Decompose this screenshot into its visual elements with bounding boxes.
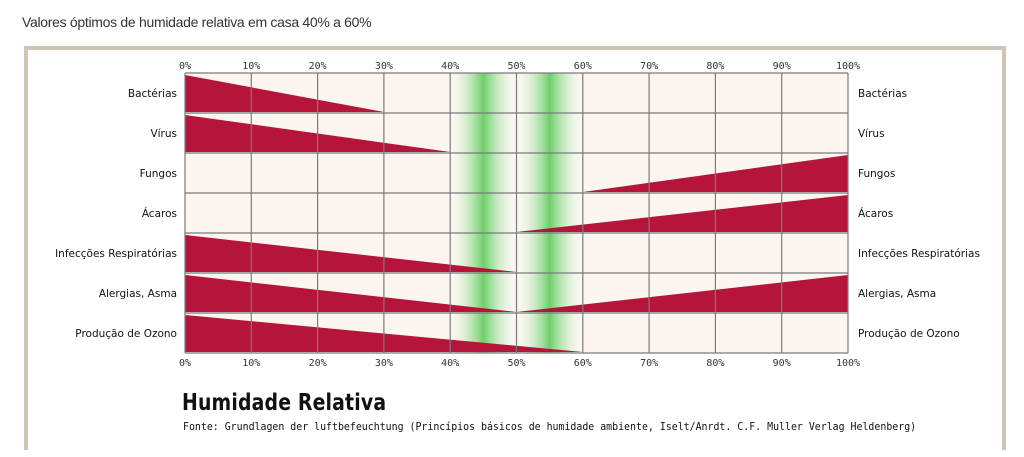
risk-wedge-4 [516, 195, 848, 232]
source-note: Fonte: Grundlagen der luftbefeuchtung (P… [183, 420, 917, 433]
x-tick-label-top: 40% [441, 61, 459, 72]
row-label-right: Infecções Respiratórias [858, 248, 980, 260]
x-tick-label-bottom: 100% [836, 358, 860, 369]
x-tick-label-bottom: 90% [773, 358, 791, 369]
row-label-right: Fungos [858, 168, 895, 180]
row-label-right: Vírus [858, 128, 885, 140]
row-label-left: Infecções Respiratórias [55, 248, 177, 260]
x-tick-label-bottom: 10% [242, 358, 260, 369]
row-label-left: Vírus [150, 128, 177, 140]
x-tick-label-bottom: 0% [179, 358, 191, 369]
x-tick-label-top: 10% [242, 61, 260, 72]
row-label-right: Bactérias [858, 88, 907, 100]
x-tick-label-bottom: 80% [706, 358, 724, 369]
x-tick-label-top: 50% [507, 61, 525, 72]
row-label-left: Bactérias [128, 88, 177, 100]
x-tick-label-top: 20% [309, 61, 327, 72]
page-title: Valores óptimos de humidade relativa em … [22, 14, 372, 30]
x-tick-label-bottom: 40% [441, 358, 459, 369]
x-tick-label-top: 0% [179, 61, 191, 72]
row-label-right: Produção de Ozono [858, 328, 960, 340]
risk-wedge-6 [185, 275, 848, 312]
row-label-left: Produção de Ozono [75, 328, 177, 340]
x-tick-label-top: 70% [640, 61, 658, 72]
risk-wedge-1 [185, 75, 384, 112]
x-tick-label-bottom: 50% [507, 358, 525, 369]
x-tick-label-top: 60% [574, 61, 592, 72]
x-tick-label-bottom: 70% [640, 358, 658, 369]
row-label-left: Fungos [140, 168, 177, 180]
row-label-right: Alergias, Asma [858, 288, 936, 300]
row-label-right: Ácaros [858, 207, 893, 220]
x-tick-label-bottom: 60% [574, 358, 592, 369]
chart-title: Humidade Relativa [182, 390, 387, 416]
x-tick-label-bottom: 30% [375, 358, 393, 369]
row-label-left: Alergias, Asma [99, 288, 177, 300]
x-tick-label-top: 30% [375, 61, 393, 72]
x-tick-label-top: 100% [836, 61, 860, 72]
row-label-left: Ácaros [142, 207, 177, 220]
x-tick-label-bottom: 20% [309, 358, 327, 369]
risk-wedge-5 [185, 235, 517, 272]
x-tick-label-top: 90% [773, 61, 791, 72]
x-tick-label-top: 80% [706, 61, 724, 72]
